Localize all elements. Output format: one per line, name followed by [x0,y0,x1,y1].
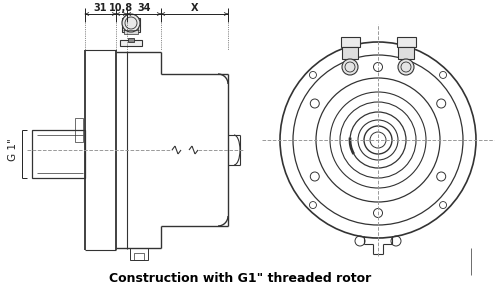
Text: G 1": G 1" [8,139,18,161]
Bar [134,253,143,260]
Bar [32,130,85,178]
Bar [398,47,414,59]
Text: X: X [191,3,198,13]
Bar [122,18,140,32]
Text: Construction with G1" threaded rotor: Construction with G1" threaded rotor [109,271,371,284]
Bar [124,24,138,34]
Text: 34: 34 [137,3,151,13]
Bar [342,47,358,59]
Bar [128,38,134,42]
Bar [75,118,83,142]
Text: 10,8: 10,8 [110,3,134,13]
Bar [120,40,142,46]
Circle shape [398,59,414,75]
Bar [130,248,148,260]
Circle shape [122,14,140,32]
Bar [341,37,360,47]
Text: 31: 31 [94,3,107,13]
Circle shape [342,59,358,75]
Bar [397,37,416,47]
